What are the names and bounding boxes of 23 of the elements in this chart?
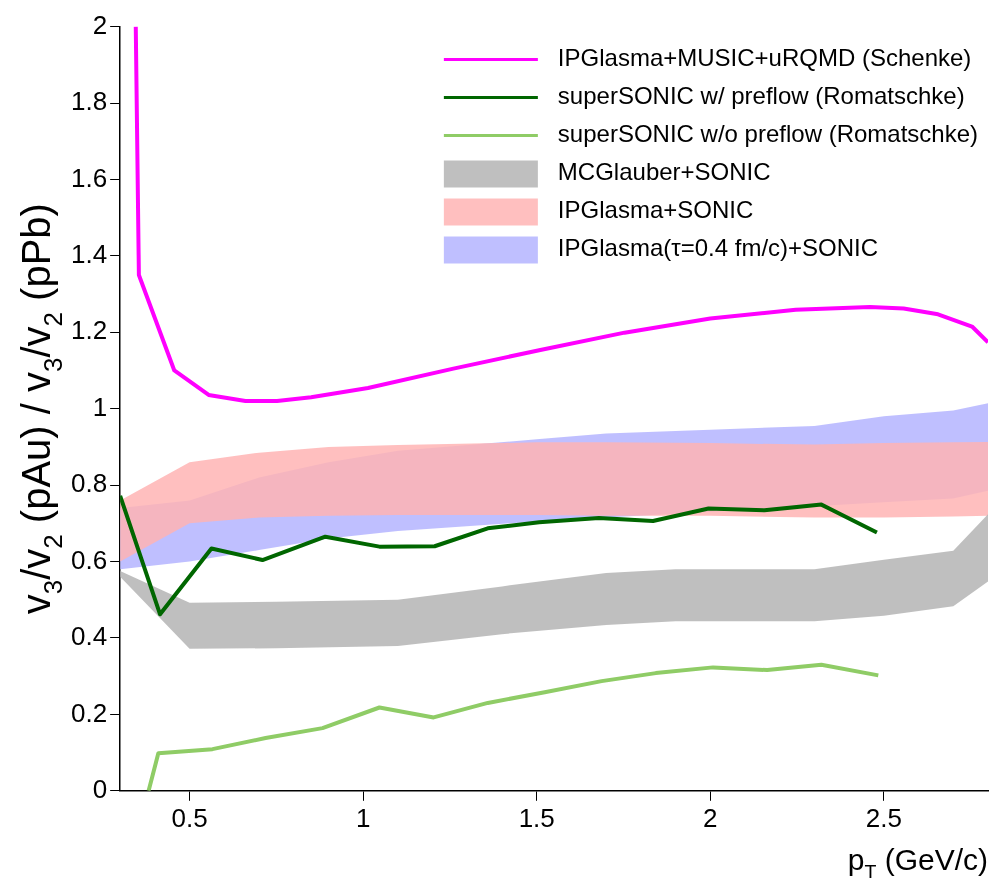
x-tick-label: 0.5 bbox=[171, 802, 208, 833]
y-tick-label: 1.2 bbox=[70, 315, 108, 346]
legend-label: IPGlasma+SONIC bbox=[557, 196, 754, 224]
x-tick-label: 2 bbox=[703, 802, 718, 833]
legend-label: IPGlasma+MUSIC+uRQMD (Schenke) bbox=[557, 44, 972, 72]
x-tick-label: 2.5 bbox=[865, 802, 902, 833]
legend-label: IPGlasma(τ=0.4 fm/c)+SONIC bbox=[557, 234, 879, 262]
y-tick-label: 0.2 bbox=[70, 697, 108, 728]
y-tick-label: 1 bbox=[92, 391, 108, 422]
y-tick-label: 1.4 bbox=[70, 239, 108, 270]
y-tick-label: 2 bbox=[92, 9, 108, 40]
y-tick-label: 0 bbox=[92, 773, 108, 804]
legend-label: superSONIC w/o preflow (Romatschke) bbox=[557, 120, 979, 148]
text: v3/v2 (pAu) / v3/v2 (pPb) bbox=[14, 203, 68, 615]
legend-label: MCGlauber+SONIC bbox=[557, 158, 771, 186]
y-tick-label: 1.6 bbox=[70, 162, 108, 193]
y-tick-label: 0.4 bbox=[70, 621, 108, 652]
legend-label: superSONIC w/ preflow (Romatschke) bbox=[557, 82, 965, 110]
y-tick-label: 1.8 bbox=[70, 86, 108, 117]
y-tick-label: 0.6 bbox=[70, 544, 108, 575]
y-tick-label: 0.8 bbox=[70, 468, 108, 499]
x-tick-label: 1.5 bbox=[518, 802, 555, 833]
x-tick-label: 1 bbox=[355, 802, 371, 833]
